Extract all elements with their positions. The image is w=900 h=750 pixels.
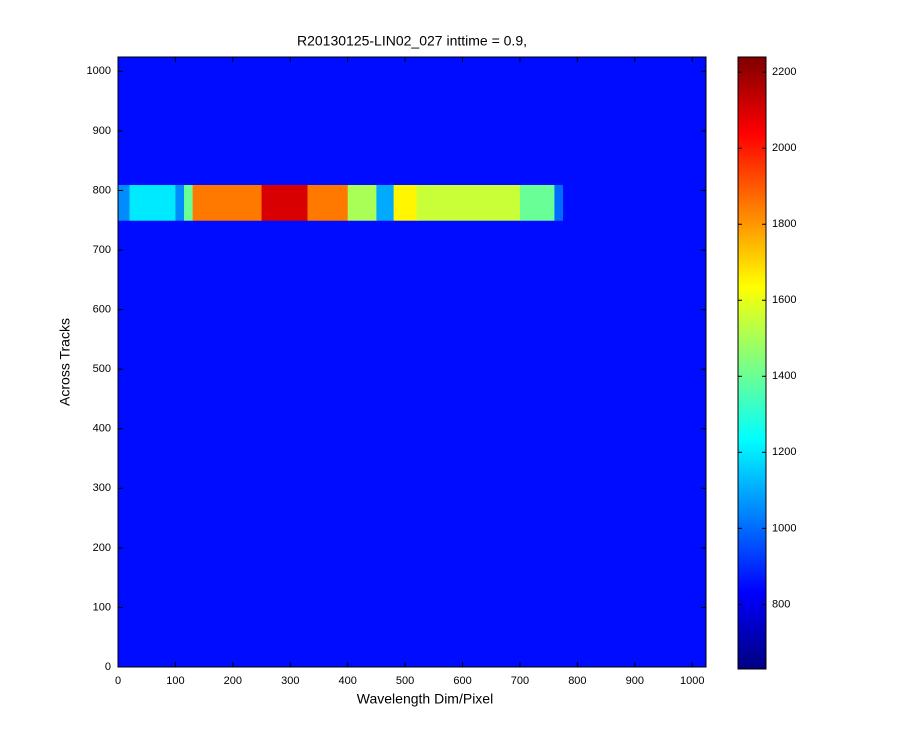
heatmap-cell: [184, 184, 194, 221]
heatmap-cell: [192, 184, 263, 221]
heatmap-cell: [519, 220, 555, 668]
x-tick-label: 800: [568, 675, 586, 687]
heatmap-cell: [519, 57, 555, 185]
x-tick-label: 100: [166, 675, 184, 687]
y-tick-label: 100: [93, 601, 111, 613]
heatmap-cell: [376, 184, 395, 221]
heatmap-cell: [184, 57, 194, 185]
heatmap-cell: [192, 220, 263, 668]
x-tick-label: 500: [396, 675, 414, 687]
heatmap-cell: [416, 57, 521, 185]
heatmap-cell: [416, 184, 521, 221]
colorbar-tick-label: 800: [772, 598, 790, 610]
y-tick-label: 300: [93, 482, 111, 494]
heatmap-cell: [563, 184, 707, 221]
heatmap-cell: [563, 220, 707, 668]
heatmap-cell: [261, 184, 308, 221]
heatmap-cell: [118, 220, 130, 668]
heatmap-cell: [129, 220, 176, 668]
colorbar-tick-label: 2200: [772, 66, 796, 78]
x-tick-label: 1000: [680, 675, 704, 687]
heatmap-cell: [416, 220, 521, 668]
heatmap-cell: [347, 220, 377, 668]
y-tick-label: 900: [93, 125, 111, 137]
heatmap-cell: [118, 184, 130, 221]
y-axis-label: Across Tracks: [57, 318, 73, 406]
colorbar: [737, 56, 767, 670]
heatmap-cell: [261, 220, 308, 668]
y-tick-label: 600: [93, 303, 111, 315]
colorbar-tick-label: 1600: [772, 294, 796, 306]
heatmap-cell: [376, 57, 395, 185]
heatmap-cell: [175, 184, 185, 221]
y-tick-label: 400: [93, 423, 111, 435]
heatmap-cell: [554, 184, 564, 221]
heatmap-cell: [175, 57, 185, 185]
axes-frame: [117, 56, 707, 668]
heatmap-cell: [519, 184, 555, 221]
heatmap-cell: [118, 57, 130, 185]
heatmap-cell: [307, 57, 349, 185]
heatmap-cell: [129, 57, 176, 185]
heatmap-cell: [175, 220, 185, 668]
y-tick-label: 200: [93, 542, 111, 554]
heatmap-cell: [307, 220, 349, 668]
heatmap-cell: [376, 220, 395, 668]
heatmap-cell: [563, 57, 707, 185]
x-axis-label: Wavelength Dim/Pixel: [357, 691, 493, 707]
x-tick-label: 900: [626, 675, 644, 687]
x-tick-label: 600: [453, 675, 471, 687]
heatmap-cell: [307, 184, 349, 221]
x-tick-label: 400: [339, 675, 357, 687]
colorbar-tick-label: 1400: [772, 370, 796, 382]
x-tick-label: 0: [115, 675, 121, 687]
y-tick-label: 1000: [87, 65, 111, 77]
heatmap-cell: [184, 220, 194, 668]
heatmap-cell: [347, 57, 377, 185]
heatmap-cell: [393, 184, 418, 221]
heatmap-cell: [347, 184, 377, 221]
colorbar-tick-label: 1800: [772, 218, 796, 230]
x-tick-label: 300: [281, 675, 299, 687]
colorbar-tick-label: 1200: [772, 446, 796, 458]
heatmap-cell: [393, 220, 418, 668]
chart-title: R20130125-LIN02_027 inttime = 0.9,: [297, 33, 527, 49]
colorbar-tick-label: 1000: [772, 522, 796, 534]
x-tick-label: 700: [511, 675, 529, 687]
colorbar-tick-label: 2000: [772, 142, 796, 154]
heatmap-cell: [129, 184, 176, 221]
heatmap-cell: [554, 220, 564, 668]
heatmap-cell: [393, 57, 418, 185]
y-tick-label: 800: [93, 184, 111, 196]
heatmap-cell: [261, 57, 308, 185]
x-tick-label: 200: [224, 675, 242, 687]
heatmap-cell: [554, 57, 564, 185]
y-tick-label: 500: [93, 363, 111, 375]
y-tick-label: 0: [105, 661, 111, 673]
heatmap-cell: [192, 57, 263, 185]
y-tick-label: 700: [93, 244, 111, 256]
